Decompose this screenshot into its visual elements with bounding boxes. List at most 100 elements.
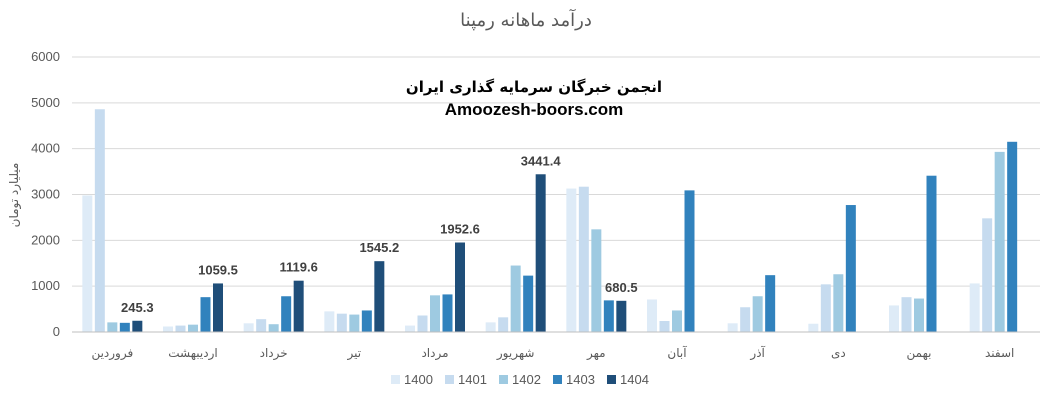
bar-1401: [498, 317, 509, 332]
x-tick-label: خرداد: [260, 346, 288, 361]
data-labels: 245.3 1059.5 1119.6 1545.2 1952.6 3441.4 680.5: [121, 153, 638, 314]
bar-1401: [94, 109, 105, 332]
bar-1402: [994, 151, 1005, 332]
y-tick-label: 5000: [31, 95, 60, 110]
x-tick-label: اردیبهشت: [168, 346, 217, 361]
bar-1400: [566, 188, 577, 332]
bar-1404: [535, 174, 546, 332]
y-axis-ticks: 0 1000 2000 3000 4000 5000 6000: [31, 49, 60, 339]
bar-1404: [616, 300, 627, 332]
y-tick-label: 6000: [31, 49, 60, 64]
bar-1401: [982, 218, 993, 332]
y-axis-label: میلیارد تومان: [7, 163, 22, 228]
bar-1403: [119, 322, 130, 332]
legend-swatch: [445, 375, 454, 384]
data-label: 1119.6: [280, 260, 318, 275]
bar-1402: [914, 298, 924, 332]
data-label: 245.3: [121, 300, 154, 315]
bar-1403: [765, 275, 776, 332]
bar-1400: [808, 323, 819, 332]
x-tick-label: بهمن: [907, 346, 932, 361]
bar-1401: [256, 319, 267, 332]
bar-1401: [578, 186, 589, 332]
bar-1400: [405, 325, 415, 332]
bar-1402: [833, 274, 844, 332]
x-tick-label: مهر: [586, 346, 606, 361]
bar-1404: [293, 280, 304, 332]
bar-1400: [485, 322, 496, 332]
bar-1403: [361, 310, 372, 332]
data-label: 680.5: [605, 280, 638, 295]
bar-1400: [82, 195, 93, 332]
bar-1400: [727, 323, 738, 332]
x-tick-label: تیر: [347, 346, 362, 361]
y-tick-label: 0: [53, 324, 60, 339]
bar-1402: [188, 324, 198, 332]
bar-1401: [740, 307, 751, 332]
bar-1403: [603, 300, 614, 332]
legend-label: 1401: [458, 372, 487, 387]
legend-label: 1403: [566, 372, 595, 387]
bar-1402: [591, 229, 602, 332]
bar-1404: [455, 242, 465, 332]
legend: 1400 1401 1402 1403 1404: [391, 372, 649, 387]
legend-swatch: [499, 375, 508, 384]
bar-1402: [672, 310, 682, 332]
x-tick-label: فروردین: [91, 346, 133, 361]
bar-1402: [268, 324, 279, 332]
bar-1401: [659, 321, 670, 332]
bar-1403: [845, 205, 856, 332]
bar-1404: [213, 283, 223, 332]
watermark-url: Amoozesh-boors.com: [445, 100, 624, 119]
bar-1402: [107, 322, 118, 332]
x-tick-label: مرداد: [421, 346, 448, 361]
bar-1400: [163, 326, 173, 332]
bar-1403: [200, 297, 211, 332]
bar-1401: [175, 325, 186, 332]
bar-1402: [430, 295, 440, 332]
legend-label: 1402: [512, 372, 541, 387]
chart-title: درآمد ماهانه رمپنا: [460, 8, 592, 31]
bar-1400: [647, 299, 657, 332]
bar-1402: [752, 296, 763, 332]
bar-1403: [281, 296, 292, 332]
x-tick-label: آبان: [667, 345, 687, 360]
bars: [82, 109, 1018, 332]
bar-1401: [901, 297, 912, 332]
y-tick-label: 3000: [31, 187, 60, 202]
bar-1403: [523, 275, 534, 332]
x-tick-label: اسفند: [985, 346, 1014, 360]
bar-1400: [969, 283, 980, 332]
bar-1401: [417, 315, 428, 332]
bar-1400: [324, 311, 335, 332]
bar-1402: [510, 265, 521, 332]
watermark-title: انجمن خبرگان سرمایه گذاری ایران: [406, 78, 662, 96]
data-label: 1952.6: [440, 222, 480, 237]
legend-swatch: [553, 375, 562, 384]
x-tick-label: دی: [831, 346, 846, 360]
bar-1402: [349, 314, 360, 332]
data-label: 1545.2: [359, 240, 399, 255]
x-axis-categories: فروردین اردیبهشت خرداد تیر مرداد شهریور مهر آبا…: [91, 345, 1014, 361]
bar-1401: [820, 284, 831, 332]
grid-lines: [72, 56, 1040, 287]
y-tick-label: 1000: [31, 278, 60, 293]
bar-1401: [336, 313, 347, 332]
y-tick-label: 2000: [31, 232, 60, 247]
legend-label: 1404: [620, 372, 649, 387]
legend-swatch: [391, 375, 400, 384]
legend-label: 1400: [404, 372, 433, 387]
bar-1404: [132, 320, 143, 332]
bar-1403: [442, 294, 453, 332]
bar-1403: [926, 175, 937, 332]
bar-1404: [374, 261, 385, 332]
data-label: 3441.4: [521, 153, 562, 168]
x-tick-label: شهریور: [496, 346, 535, 361]
y-tick-label: 4000: [31, 141, 60, 156]
x-tick-label: آذر: [749, 345, 765, 361]
legend-swatch: [607, 375, 616, 384]
bar-1403: [684, 190, 695, 332]
bar-1403: [1007, 141, 1018, 332]
bar-1400: [889, 305, 899, 332]
